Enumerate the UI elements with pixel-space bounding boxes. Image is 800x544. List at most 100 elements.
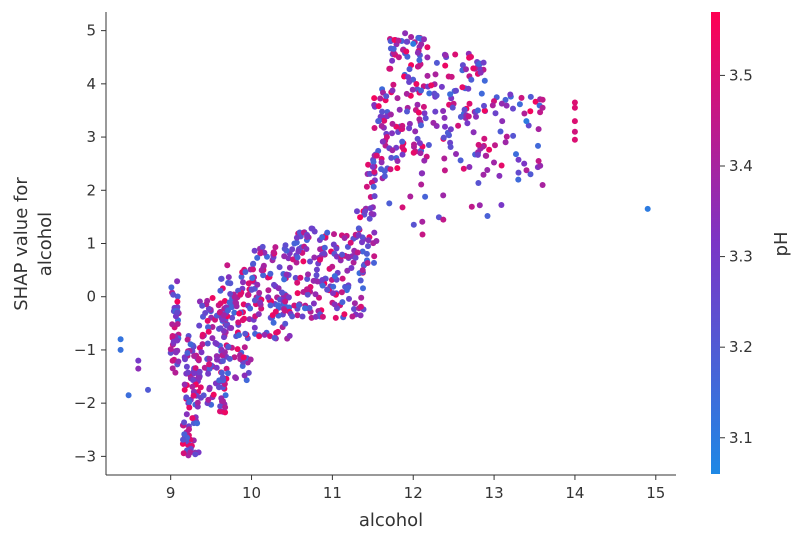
scatter-point — [183, 394, 190, 401]
scatter-point — [242, 330, 249, 337]
scatter-point — [399, 151, 406, 158]
scatter-point — [459, 62, 466, 69]
scatter-point — [480, 171, 487, 178]
scatter-point — [521, 110, 528, 117]
scatter-point — [243, 377, 250, 384]
scatter-point — [258, 267, 265, 274]
scatter-point — [424, 72, 431, 79]
scatter-point — [421, 157, 428, 164]
scatter-point — [345, 253, 352, 260]
scatter-point — [297, 274, 304, 281]
scatter-point — [418, 122, 424, 129]
scatter-point — [478, 90, 485, 97]
scatter-point — [350, 259, 357, 266]
scatter-point — [441, 155, 448, 162]
scatter-point — [523, 167, 530, 174]
scatter-point — [387, 166, 394, 173]
scatter-point — [515, 169, 522, 176]
scatter-point — [229, 314, 236, 321]
scatter-point — [537, 162, 544, 169]
scatter-point — [388, 154, 395, 161]
scatter-point — [370, 159, 377, 165]
scatter-point — [274, 302, 281, 309]
scatter-point — [285, 294, 292, 301]
scatter-point — [204, 297, 211, 304]
scatter-point — [390, 45, 397, 52]
scatter-point — [218, 346, 225, 353]
scatter-point — [304, 276, 311, 282]
scatter-point — [351, 306, 357, 312]
scatter-point — [417, 150, 424, 157]
scatter-point — [304, 233, 311, 240]
scatter-point — [223, 365, 230, 372]
scatter-point — [421, 36, 427, 43]
scatter-point — [247, 356, 254, 363]
scatter-point — [214, 356, 220, 363]
scatter-point — [492, 142, 498, 149]
scatter-point — [226, 299, 233, 306]
scatter-point — [433, 92, 440, 99]
scatter-point — [181, 381, 188, 388]
scatter-point — [452, 51, 459, 58]
scatter-point — [117, 336, 124, 343]
y-tick-label: 5 — [86, 22, 96, 40]
scatter-point — [225, 274, 232, 281]
scatter-point — [414, 49, 421, 56]
scatter-point — [438, 83, 445, 90]
scatter-point — [227, 291, 234, 297]
scatter-point — [351, 300, 358, 307]
scatter-point — [571, 136, 578, 143]
scatter-point — [224, 262, 231, 269]
scatter-point — [205, 396, 212, 403]
scatter-point — [233, 300, 240, 306]
scatter-point — [291, 240, 298, 247]
scatter-point — [324, 286, 331, 293]
scatter-point — [435, 214, 442, 221]
scatter-point — [286, 332, 293, 339]
x-tick-label: 14 — [565, 484, 584, 502]
colorbar-tick-label: 3.5 — [729, 66, 753, 84]
scatter-point — [251, 247, 258, 254]
scatter-point — [378, 123, 385, 129]
scatter-point — [199, 302, 206, 309]
scatter-point — [218, 369, 225, 376]
scatter-point — [209, 295, 216, 301]
scatter-point — [465, 113, 472, 120]
scatter-point — [267, 302, 274, 309]
scatter-point — [422, 193, 429, 200]
scatter-point — [199, 331, 206, 338]
x-tick-label: 15 — [646, 484, 665, 502]
scatter-point — [217, 403, 224, 410]
scatter-point — [174, 278, 181, 285]
scatter-point — [571, 104, 578, 111]
scatter-point — [354, 208, 360, 215]
scatter-point — [408, 34, 415, 40]
scatter-point — [441, 167, 448, 174]
scatter-point — [440, 192, 447, 199]
scatter-point — [169, 321, 176, 328]
scatter-point — [236, 332, 242, 339]
scatter-point — [412, 128, 419, 135]
colorbar-tick-label: 3.2 — [729, 338, 753, 356]
scatter-point — [481, 77, 488, 84]
y-axis-label: SHAP value for alcohol — [11, 177, 56, 311]
scatter-point — [221, 334, 227, 341]
scatter-point — [365, 237, 372, 244]
scatter-point — [571, 99, 578, 106]
scatter-point — [442, 123, 448, 130]
scatter-point — [414, 101, 421, 108]
scatter-point — [196, 368, 203, 375]
scatter-point — [474, 151, 481, 158]
scatter-point — [442, 52, 449, 59]
y-tick-label: 3 — [86, 128, 96, 146]
scatter-point — [468, 76, 475, 83]
y-tick-label: 0 — [86, 288, 96, 306]
scatter-point — [396, 106, 403, 113]
scatter-point — [497, 128, 504, 135]
scatter-point — [476, 202, 483, 209]
scatter-point — [299, 313, 306, 320]
y-tick-label: 1 — [86, 235, 96, 253]
scatter-point — [503, 133, 510, 140]
scatter-point — [181, 431, 188, 438]
scatter-point — [502, 139, 509, 146]
